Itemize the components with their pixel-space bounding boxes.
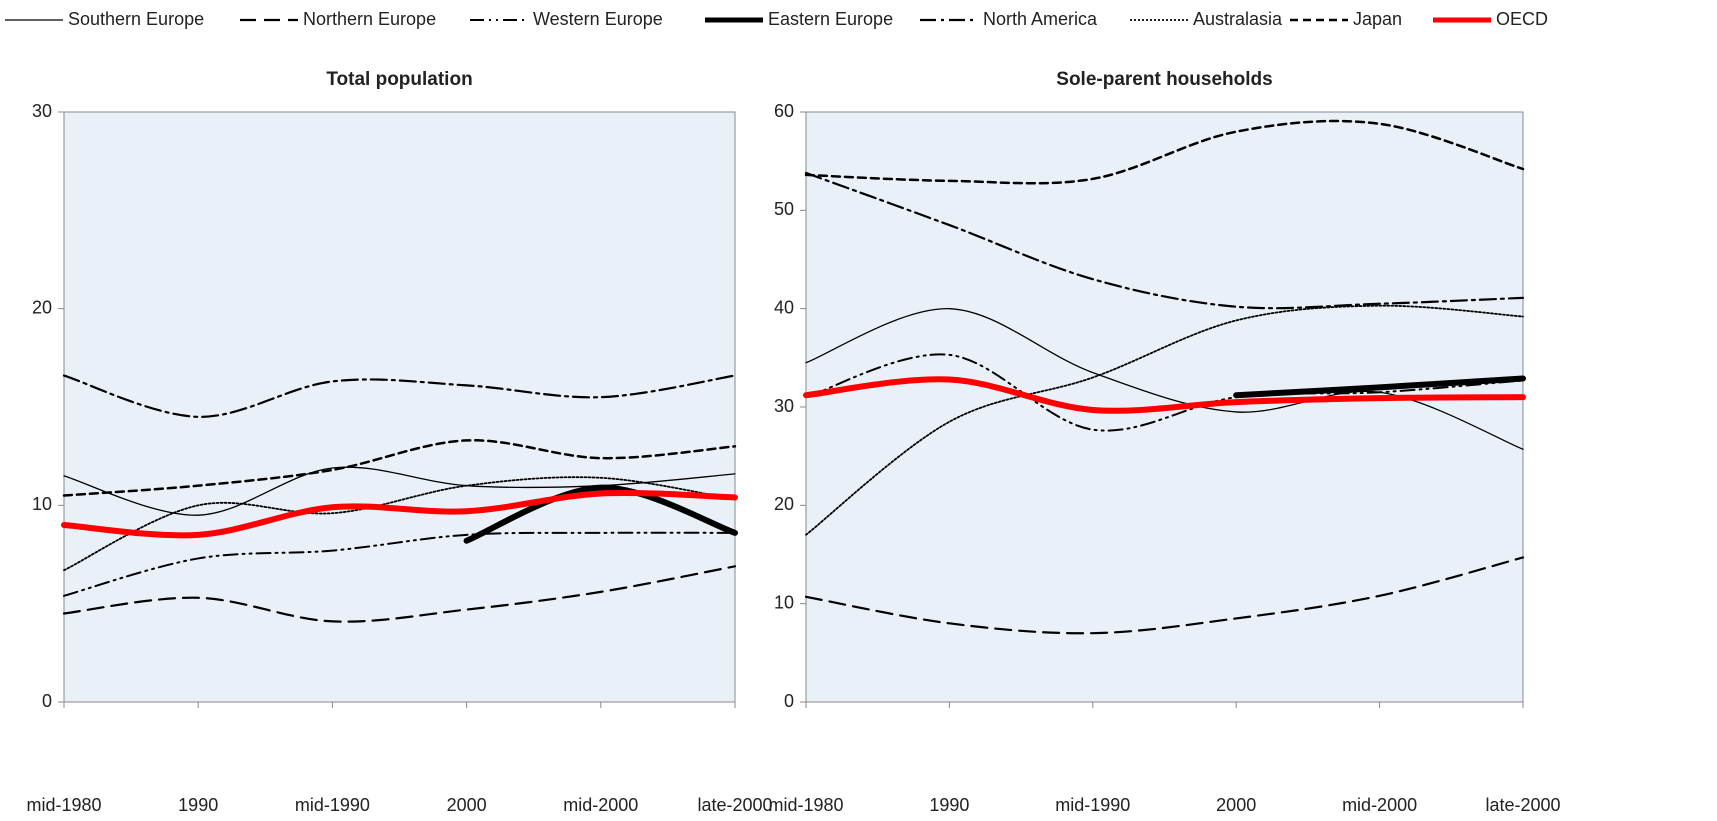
chart-title: Sole-parent households — [1056, 69, 1272, 90]
series-line — [804, 171, 1525, 310]
y-tick-label: 20 — [774, 494, 794, 514]
series-line — [62, 439, 737, 497]
y-tick-label: 0 — [784, 691, 794, 711]
series-line — [62, 374, 737, 418]
series-line — [803, 376, 1526, 414]
legend-label: Western Europe — [533, 9, 663, 29]
y-tick-label: 30 — [774, 396, 794, 416]
x-tick-label: late-2000 — [1485, 795, 1560, 815]
legend-label: North America — [983, 9, 1098, 29]
series-line — [1233, 375, 1526, 399]
series-line — [63, 466, 736, 516]
x-tick-label: late-2000 — [697, 795, 772, 815]
y-tick-label: 30 — [32, 101, 52, 121]
legend-label: Northern Europe — [303, 9, 436, 29]
series-line — [63, 531, 736, 597]
legend-label: OECD — [1496, 9, 1548, 29]
series-line — [804, 556, 1525, 635]
series-line — [805, 304, 1524, 536]
x-tick-label: mid-1990 — [1055, 795, 1130, 815]
x-tick-label: 2000 — [1216, 795, 1256, 815]
series-line — [805, 353, 1524, 432]
y-tick-label: 10 — [774, 592, 794, 612]
legend-label: Japan — [1353, 9, 1402, 29]
series-line — [62, 565, 737, 623]
series-line — [804, 119, 1525, 185]
x-tick-label: mid-2000 — [563, 795, 638, 815]
y-tick-label: 20 — [32, 297, 52, 317]
series-line — [61, 489, 738, 539]
x-tick-label: 2000 — [447, 795, 487, 815]
y-tick-label: 60 — [774, 101, 794, 121]
x-tick-label: 1990 — [178, 795, 218, 815]
legend-label: Australasia — [1193, 9, 1283, 29]
x-tick-label: mid-2000 — [1342, 795, 1417, 815]
chart-title: Total population — [326, 69, 472, 90]
series-line — [63, 476, 736, 572]
y-tick-label: 10 — [32, 494, 52, 514]
legend-label: Eastern Europe — [768, 9, 893, 29]
y-tick-label: 40 — [774, 297, 794, 317]
x-tick-label: mid-1980 — [768, 795, 843, 815]
x-tick-label: mid-1990 — [295, 795, 370, 815]
y-tick-label: 50 — [774, 199, 794, 219]
legend-label: Southern Europe — [68, 9, 204, 29]
plot-area — [63, 111, 736, 703]
series-line — [463, 484, 738, 544]
x-tick-label: 1990 — [929, 795, 969, 815]
y-tick-label: 0 — [42, 691, 52, 711]
x-tick-label: mid-1980 — [26, 795, 101, 815]
